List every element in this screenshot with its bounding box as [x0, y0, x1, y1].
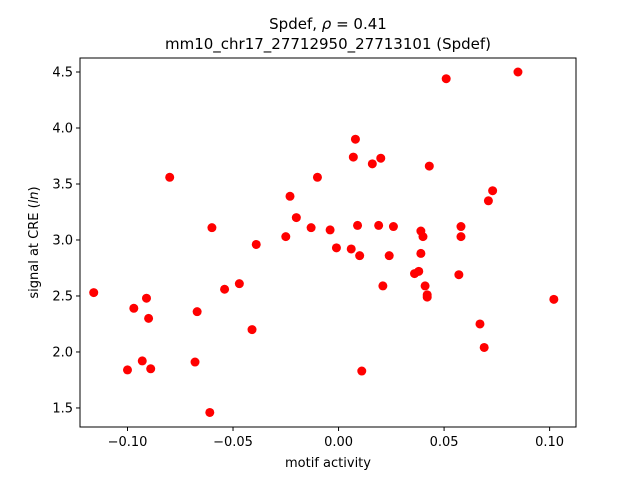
scatter-point	[353, 220, 363, 230]
scatter-point	[378, 281, 388, 291]
y-tick-label: 3.0	[52, 233, 73, 248]
scatter-point	[422, 290, 432, 300]
scatter-point	[346, 244, 356, 254]
scatter-point	[420, 281, 430, 291]
scatter-point	[190, 357, 200, 367]
x-tick-label: 0.05	[430, 435, 459, 450]
chart-title-rho: ρ	[322, 15, 332, 33]
y-axis-label: signal at CRE (ln)	[27, 186, 42, 298]
x-axis-ticks: −0.10 −0.05 0.00 0.05 0.10	[108, 427, 564, 450]
scatter-point	[357, 366, 367, 376]
data-points	[89, 67, 559, 417]
scatter-point	[89, 288, 99, 298]
scatter-point	[479, 342, 489, 352]
scatter-point	[122, 365, 132, 375]
scatter-point	[146, 364, 156, 374]
scatter-point	[137, 356, 147, 366]
scatter-point	[475, 319, 485, 329]
scatter-point	[549, 294, 559, 304]
scatter-point	[454, 270, 464, 280]
scatter-point	[129, 303, 139, 313]
x-tick-label: 0.00	[324, 435, 353, 450]
chart-title: Spdef, ρ = 0.41	[269, 15, 387, 33]
scatter-point	[306, 223, 316, 233]
y-tick-label: 4.5	[52, 65, 73, 80]
scatter-point	[414, 266, 424, 276]
scatter-point	[456, 232, 466, 242]
chart-title-part: Spdef,	[269, 15, 322, 33]
scatter-point	[281, 232, 291, 242]
scatter-point	[418, 232, 428, 242]
scatter-point	[424, 161, 434, 171]
scatter-point	[376, 153, 386, 163]
x-tick-label: −0.10	[108, 435, 148, 450]
scatter-point	[285, 191, 295, 201]
scatter-point	[374, 220, 384, 230]
scatter-point	[325, 225, 335, 235]
x-tick-label: −0.05	[213, 435, 253, 450]
scatter-point	[416, 248, 426, 258]
scatter-point	[350, 134, 360, 144]
scatter-point	[355, 251, 365, 261]
scatter-point	[348, 152, 358, 162]
scatter-point	[144, 313, 154, 323]
y-axis-label-italic: ln	[27, 191, 42, 203]
scatter-point	[331, 243, 341, 253]
chart-subtitle: mm10_chr17_27712950_27713101 (Spdef)	[165, 35, 491, 54]
y-tick-label: 2.5	[52, 289, 73, 304]
x-tick-label: 0.10	[535, 435, 564, 450]
chart-title-rho-value: = 0.41	[331, 15, 387, 33]
y-axis-ticks: 1.5 2.0 2.5 3.0 3.5 4.0 4.5	[52, 65, 80, 416]
scatter-point	[388, 222, 398, 232]
x-axis-label: motif activity	[285, 456, 371, 471]
scatter-point	[483, 196, 493, 206]
scatter-point	[192, 307, 202, 317]
scatter-point	[312, 172, 322, 182]
scatter-point	[234, 279, 244, 289]
scatter-point	[207, 223, 217, 233]
scatter-point	[247, 325, 257, 335]
scatter-point	[205, 407, 215, 417]
scatter-point	[165, 172, 175, 182]
scatter-point	[456, 222, 466, 232]
scatter-point	[384, 251, 394, 261]
y-tick-label: 1.5	[52, 401, 73, 416]
y-axis-label-prefix: signal at CRE (	[27, 203, 42, 298]
scatter-point	[220, 284, 230, 294]
y-tick-label: 2.0	[52, 345, 73, 360]
scatter-point	[441, 74, 451, 84]
scatter-point	[513, 67, 523, 77]
scatter-point	[367, 159, 377, 169]
scatter-point	[488, 186, 498, 196]
scatter-point	[291, 213, 301, 223]
y-tick-label: 3.5	[52, 177, 73, 192]
scatter-point	[251, 239, 261, 249]
plot-area	[79, 57, 577, 428]
y-tick-label: 4.0	[52, 121, 73, 136]
scatter-point	[141, 293, 151, 303]
y-axis-label-suffix: )	[27, 186, 42, 191]
